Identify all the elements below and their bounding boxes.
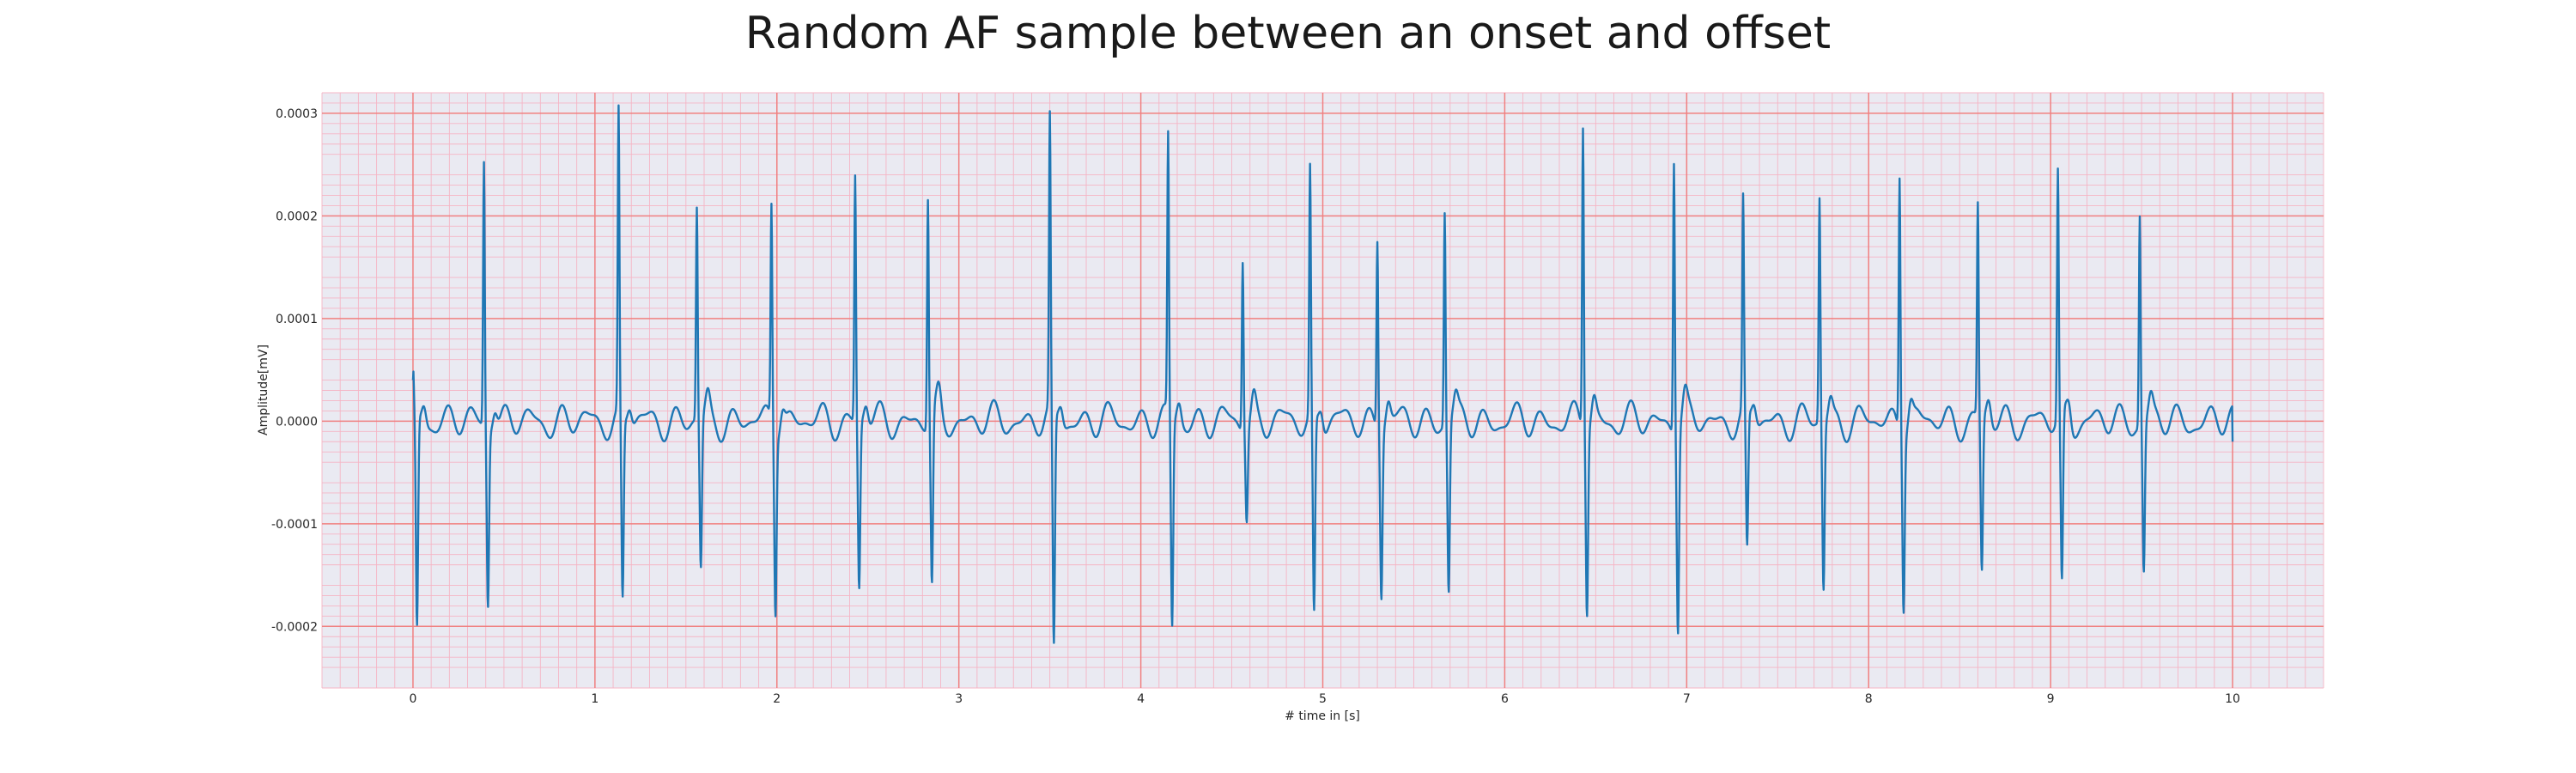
y-tick-label: 0.0000 bbox=[276, 415, 318, 429]
x-tick-label: 2 bbox=[773, 692, 781, 706]
chart-title: Random AF sample between an onset and of… bbox=[745, 8, 1831, 59]
y-axis-label: Amplitude[mV] bbox=[257, 344, 270, 435]
x-tick-label: 7 bbox=[1683, 692, 1691, 706]
x-tick-label: 4 bbox=[1137, 692, 1145, 706]
y-tick-label: 0.0002 bbox=[276, 210, 318, 223]
y-tick-label: 0.0003 bbox=[276, 107, 318, 121]
y-tick-label: 0.0001 bbox=[276, 313, 318, 326]
y-tick-label: -0.0001 bbox=[271, 518, 318, 532]
x-tick-label: 3 bbox=[955, 692, 963, 706]
x-tick-label: 9 bbox=[2047, 692, 2055, 706]
y-tick-labels: -0.0002 -0.0001 0.0000 0.0001 0.0002 0.0003 bbox=[271, 107, 318, 634]
x-axis-label: # time in [s] bbox=[1285, 709, 1360, 723]
x-tick-label: 0 bbox=[409, 692, 416, 706]
x-tick-labels: 0 1 2 3 4 5 6 7 8 9 10 bbox=[409, 692, 2239, 706]
x-tick-label: 6 bbox=[1501, 692, 1509, 706]
x-tick-label: 1 bbox=[591, 692, 598, 706]
x-tick-label: 8 bbox=[1865, 692, 1873, 706]
x-tick-label: 10 bbox=[2225, 692, 2240, 706]
y-tick-label: -0.0002 bbox=[271, 620, 318, 634]
x-tick-label: 5 bbox=[1319, 692, 1327, 706]
